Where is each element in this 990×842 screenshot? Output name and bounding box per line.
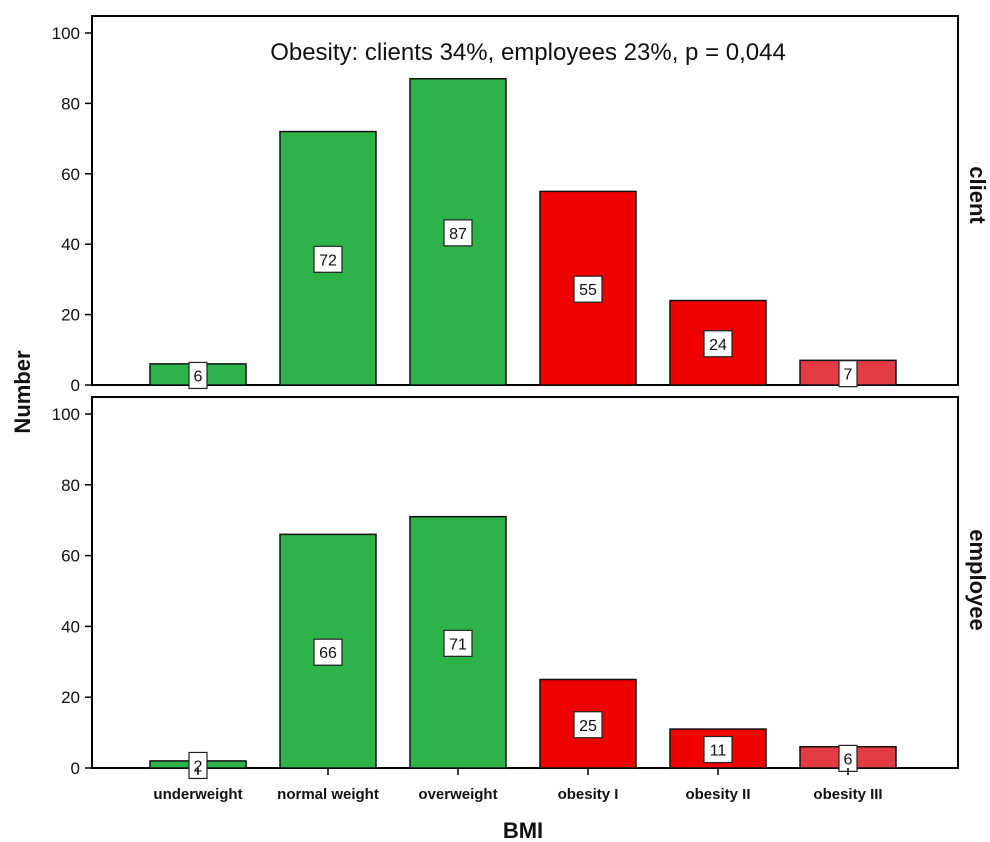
bar-client [409,78,507,386]
data-label-box [188,361,208,390]
data-label: 87 [449,226,467,243]
panel-frame-employee [91,396,959,769]
annotation-text: Obesity: clients 34%, employees 23%, p =… [270,39,786,66]
y-tick-label: 20 [61,688,80,707]
data-label-box [313,245,343,273]
panel-label-employee: employee [965,529,990,631]
data-label-box [443,629,473,657]
data-label: 24 [709,337,727,354]
data-label: 55 [579,282,597,299]
data-label: 7 [844,367,853,384]
x-tick-label: overweight [418,786,497,803]
y-tick-label: 0 [71,759,80,778]
y-tick-label: 40 [61,235,80,254]
x-axis-title: BMI [503,818,543,842]
x-tick-label: obesity III [813,786,882,803]
y-tick-label: 100 [52,405,80,424]
y-tick-label: 0 [71,376,80,395]
y-axis-title: Number [10,350,35,434]
panel-label-client: client [965,166,990,224]
y-tick-label: 40 [61,617,80,636]
y-tick-label: 100 [52,24,80,43]
x-tick-label: obesity II [685,786,750,803]
y-tick-label: 20 [61,306,80,325]
data-label: 6 [194,368,203,385]
data-label-box [573,275,603,303]
data-label: 25 [579,718,597,735]
y-tick-label: 60 [61,165,80,184]
panel-frame-client [91,15,959,386]
data-label-box [443,219,473,247]
data-label: 71 [449,636,467,653]
y-tick-label: 80 [61,94,80,113]
data-label: 11 [710,743,727,760]
y-tick-label: 80 [61,476,80,495]
x-tick-label: underweight [153,786,242,803]
data-label-box [313,638,343,666]
data-label-box [703,330,733,358]
data-label: 72 [319,252,337,269]
x-tick-label: obesity I [558,786,619,803]
data-label-box [188,751,208,780]
data-label: 2 [194,758,203,775]
y-tick-label: 60 [61,547,80,566]
data-label-box [703,735,733,764]
x-tick-label: normal weight [277,786,379,803]
data-label: 6 [844,751,853,768]
data-label-box [838,360,858,388]
data-label: 66 [319,645,337,662]
data-label-box [573,711,603,739]
